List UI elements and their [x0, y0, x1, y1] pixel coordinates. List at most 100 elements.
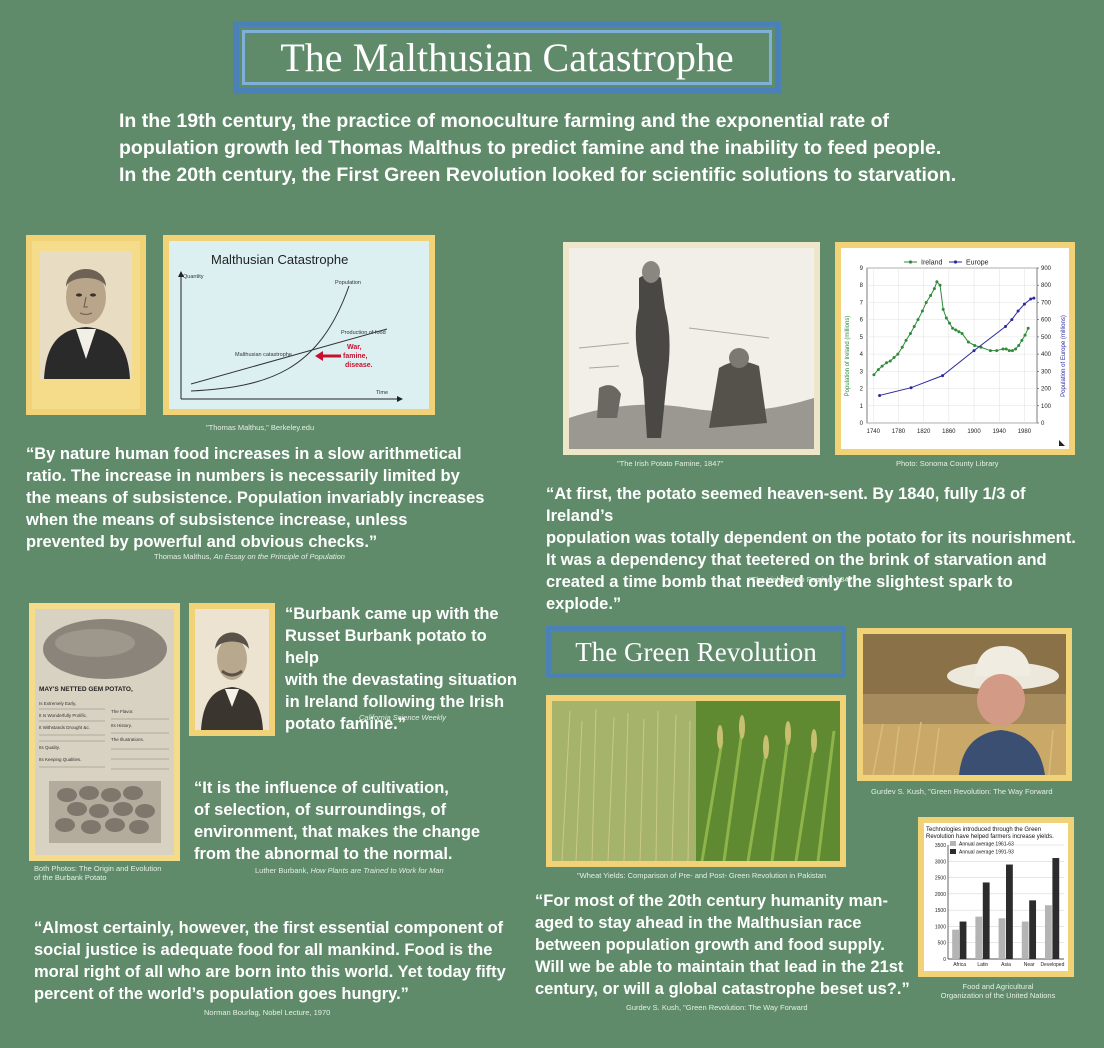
bar-category-label: Latin	[977, 962, 988, 968]
catastrophe-label: Malthusian catastrophe	[235, 352, 292, 358]
resize-corner-icon	[1059, 440, 1065, 446]
data-point-europe	[1029, 297, 1033, 301]
quote-line: percent of the world’s population goes h…	[34, 985, 409, 1003]
wheat-image-frame	[546, 695, 846, 867]
newspaper-line: Its Keeping Qualities.	[39, 757, 82, 762]
newspaper-line: Its Quality.	[39, 745, 60, 750]
data-point-europe	[1004, 325, 1008, 329]
newspaper-frame: MAY'S NETTED GEM POTATO, Is Extremely Ea…	[29, 603, 180, 861]
data-point-ireland	[1014, 347, 1018, 351]
y-tick-label: 4	[860, 352, 864, 358]
caption-line: Food and Agricultural	[962, 982, 1034, 991]
population-label: Population	[335, 280, 361, 286]
data-point-ireland	[1023, 333, 1027, 337]
quote-malthus-cite: Thomas Malthus, An Essay on the Principl…	[154, 552, 345, 561]
x-tick-label: 1980	[1018, 429, 1032, 435]
data-point-ireland	[932, 287, 936, 291]
data-point-europe	[1032, 296, 1036, 300]
quote-line: in Ireland following the Irish	[285, 693, 505, 711]
bar-y-tick-label: 2000	[935, 892, 946, 898]
series-line-europe	[879, 297, 1034, 396]
data-point-ireland	[912, 325, 916, 329]
legend-europe: Europe	[966, 260, 989, 267]
legend-ireland: Ireland	[921, 260, 943, 267]
data-point-europe	[1022, 302, 1026, 306]
series-line-ireland	[873, 280, 1029, 376]
newspaper-side: The Flavor.	[111, 709, 134, 714]
legend-ireland-marker	[908, 260, 913, 264]
quote-line: “By nature human food increases in a slo…	[26, 445, 462, 463]
newspaper-line: It Is Wonderfully Prolific,	[39, 713, 87, 718]
bar-y-tick-label: 2500	[935, 876, 946, 882]
quantity-label: Quantity	[183, 274, 204, 280]
quote-line: Will we be able to maintain that lead in…	[535, 958, 904, 976]
y2-tick-label: 0	[1041, 421, 1045, 427]
data-point-ireland	[947, 321, 951, 325]
green-revolution-title-box: The Green Revolution	[546, 626, 846, 678]
data-point-ireland	[938, 283, 942, 287]
data-point-ireland	[935, 280, 939, 284]
data-point-ireland	[941, 307, 945, 311]
quote-line: aged to stay ahead in the Malthusian rac…	[535, 914, 862, 932]
wheat-caption: "Wheat Yields: Comparison of Pre- and Po…	[577, 871, 827, 880]
data-point-ireland	[1026, 326, 1030, 330]
quote-borlaug: “Almost certainly, however, the first es…	[34, 917, 514, 1005]
farmer-photo	[863, 634, 1066, 775]
bar	[1006, 864, 1013, 959]
burbank-portrait-frame	[189, 603, 275, 736]
newspaper-line: Is Extremely Early,	[39, 701, 76, 706]
quote-line: moral right of all who are born into thi…	[34, 963, 506, 981]
y2-tick-label: 400	[1041, 352, 1052, 358]
data-point-europe	[909, 386, 913, 390]
quote-line: “Burbank came up with the	[285, 605, 499, 623]
newspaper-headline: MAY'S NETTED GEM POTATO,	[39, 686, 133, 693]
bar-y-tick-label: 3500	[935, 843, 946, 849]
data-point-ireland	[995, 349, 999, 353]
data-point-ireland	[1010, 349, 1014, 353]
food-label: Production of food	[341, 330, 386, 336]
quote-cultivation: “It is the influence of cultivation, of …	[194, 777, 514, 865]
bar	[982, 882, 990, 959]
y2-tick-label: 900	[1041, 266, 1052, 272]
famine-image-frame	[563, 242, 820, 455]
data-point-ireland	[966, 340, 970, 344]
y-tick-label: 2	[860, 387, 864, 393]
x-tick-label: 1860	[942, 429, 956, 435]
burbank-drawing	[195, 609, 269, 730]
quote-line: “It is the influence of cultivation,	[194, 779, 449, 797]
quote-potato: “At first, the potato seemed heaven-sent…	[546, 483, 1091, 615]
data-point-europe	[1016, 309, 1020, 313]
bar-chart: Technologies introduced through the Gree…	[924, 823, 1068, 971]
quote-line: ratio. The increase in numbers is necess…	[26, 467, 460, 485]
y-tick-label: 5	[860, 335, 864, 341]
cite-work: How Plants are Trained to Work for Man	[310, 866, 444, 875]
data-point-ireland	[924, 300, 928, 304]
y-tick-label: 1	[860, 404, 864, 410]
data-point-ireland	[908, 331, 912, 335]
quote-line: century, or will a global catastrophe be…	[535, 980, 910, 998]
bar-y-tick-label: 500	[938, 941, 947, 947]
malthus-portrait-frame	[26, 235, 146, 415]
data-point-ireland	[951, 326, 955, 330]
data-point-ireland	[1004, 347, 1008, 351]
population-chart: 1740 1780 1820 1860 1900 1940 1980 0 1 2 3 4 5 6 7 8 9 0 1…	[841, 248, 1069, 449]
bar-category-label: Asia	[1001, 962, 1011, 968]
farmer-caption: Gurdev S. Kush, "Green Revolution: The W…	[871, 787, 1053, 796]
famine-drawing	[569, 248, 814, 449]
cite-author: Thomas Malthus,	[154, 552, 212, 561]
legend-1991: Annual average 1991-93	[959, 850, 1014, 856]
data-point-europe	[1010, 318, 1014, 322]
y-tick-label: 7	[860, 300, 864, 306]
caption-line: Organization of the United Nations	[940, 991, 1056, 1000]
quote-line: created a time bomb that needed only the…	[546, 573, 1013, 613]
farmer-drawing	[863, 634, 1066, 775]
bar-y-tick-label: 1500	[935, 908, 946, 914]
y2-tick-label: 800	[1041, 283, 1052, 289]
portrait-illustration	[40, 251, 132, 379]
quote-line: “At first, the potato seemed heaven-sent…	[546, 485, 1026, 525]
population-line-chart: 1740 1780 1820 1860 1900 1940 1980 0 1 2 3 4 5 6 7 8 9 0 1…	[845, 260, 1067, 446]
bar-chart-frame: Technologies introduced through the Gree…	[918, 817, 1074, 977]
war-label: War,	[347, 344, 362, 351]
quote-kush-cite: Gurdev S. Kush, "Green Revolution: The W…	[626, 1003, 808, 1012]
time-label: Time	[376, 390, 388, 396]
